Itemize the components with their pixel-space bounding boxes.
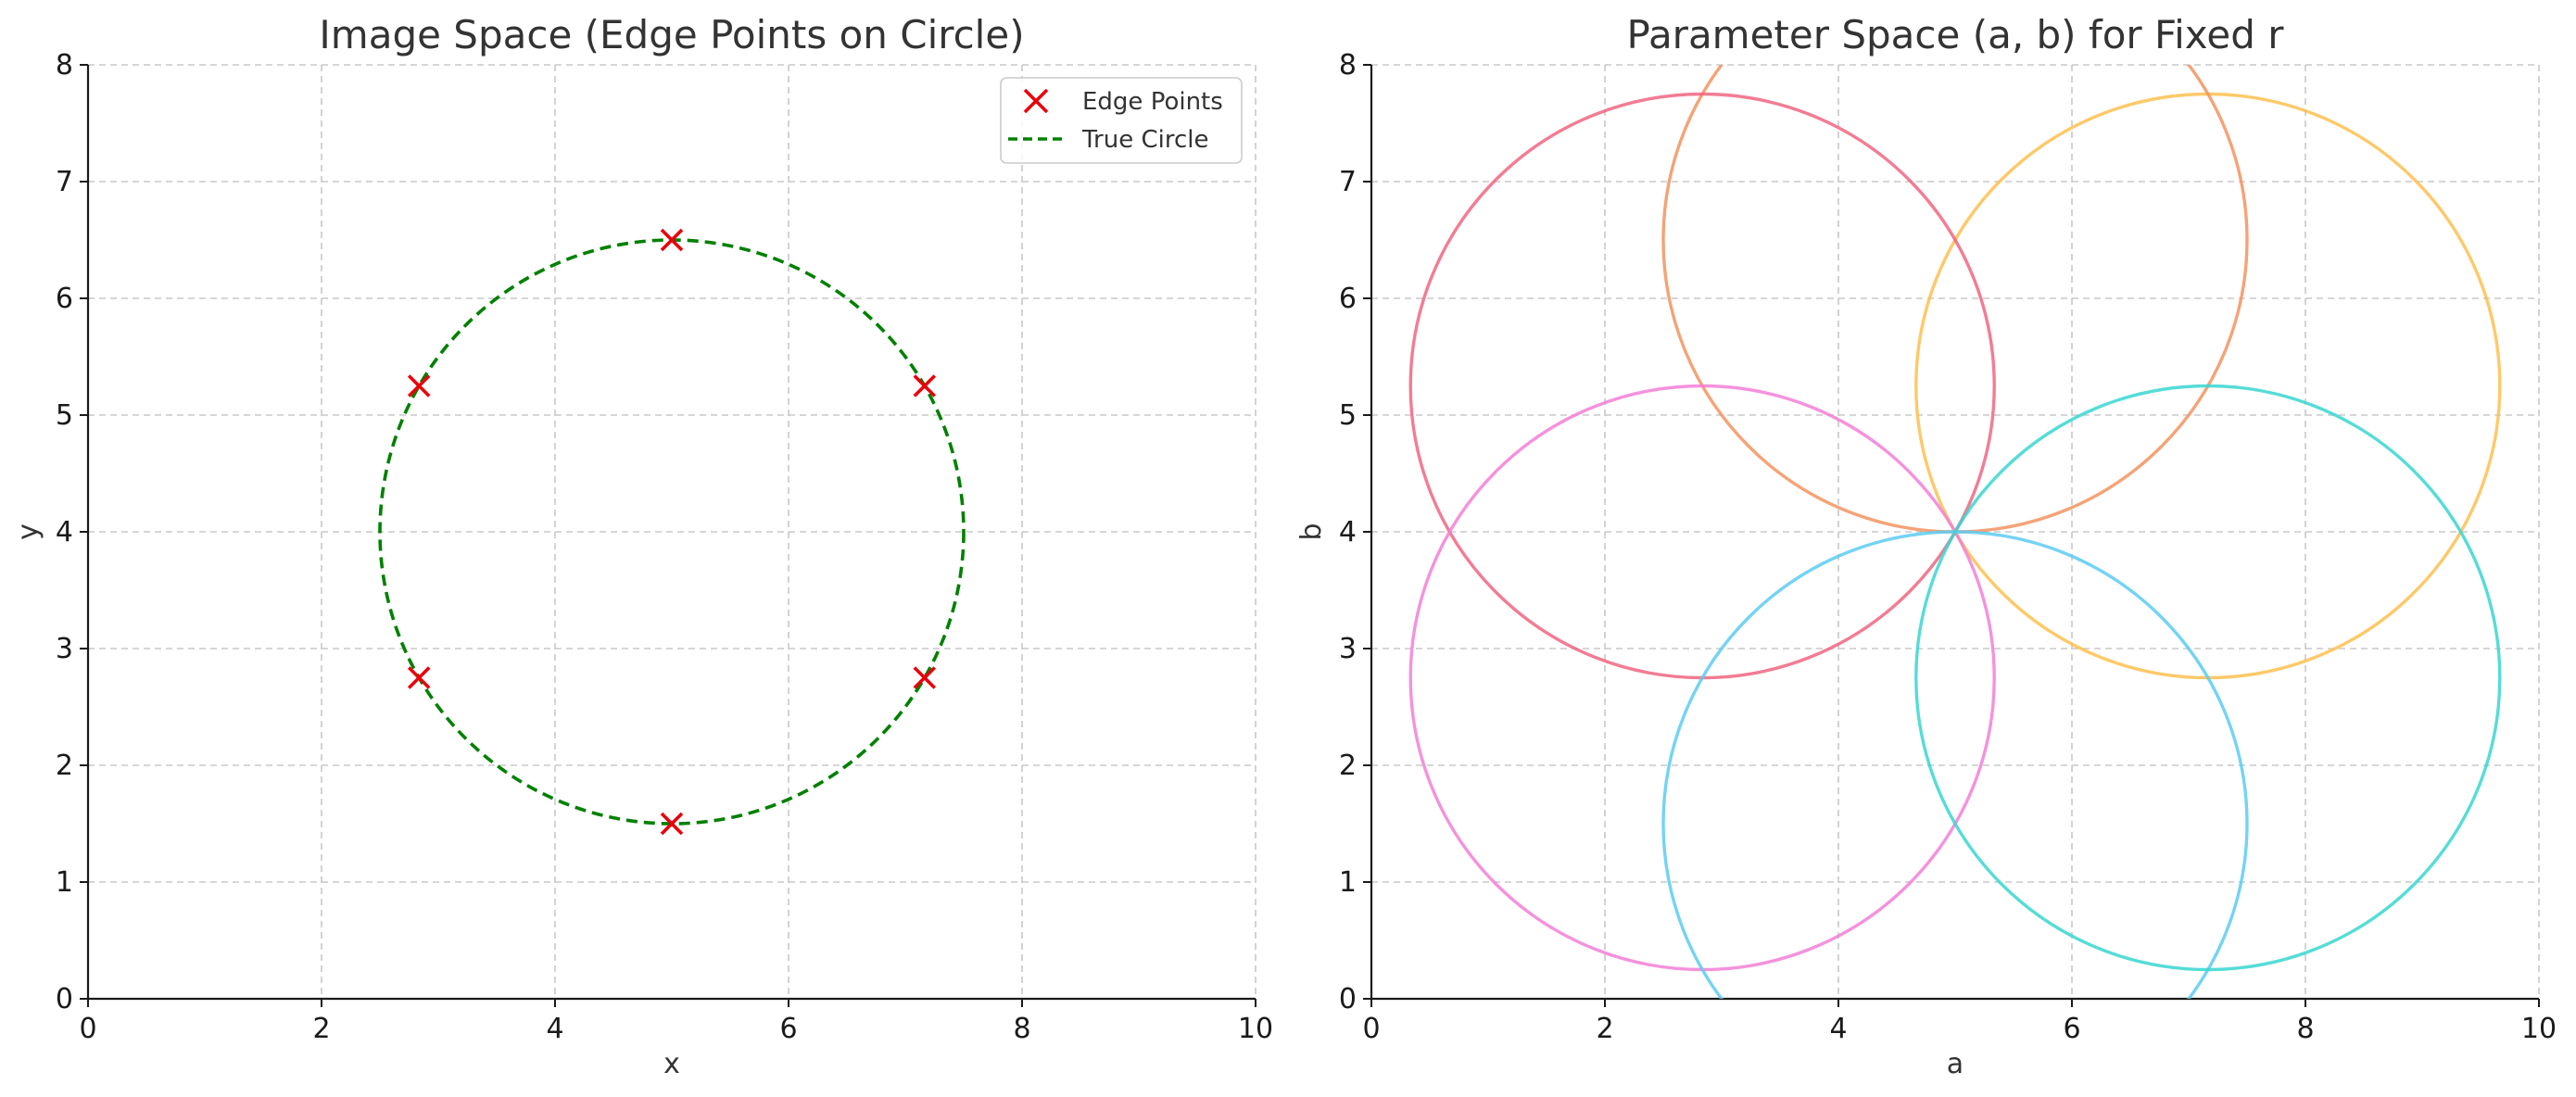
y-tick-label: 3: [1339, 633, 1357, 665]
x-tick-label: 4: [1829, 1013, 1847, 1045]
y-tick-label: 4: [1339, 516, 1357, 548]
x-tick-label: 6: [779, 1013, 797, 1045]
y-tick-label: 7: [1339, 166, 1357, 198]
legend: Edge Points True Circle: [1000, 77, 1243, 164]
parameter-space-chart: Parameter Space (a, b) for Fixed r 0 2 4 6 8…: [1295, 12, 2557, 1080]
y-tick-label: 6: [1339, 283, 1357, 315]
image-space-chart: Image Space (Edge Points on Circle) 0 2 4 6…: [12, 12, 1273, 1080]
x-tick-label: 8: [1013, 1013, 1030, 1045]
edge-point-marker: [407, 374, 431, 397]
grid: [87, 64, 1256, 1000]
y-axis-label: b: [1295, 523, 1328, 540]
x-tick-label: 4: [546, 1013, 563, 1045]
x-tick-label: 0: [1362, 1013, 1380, 1045]
y-tick-label: 8: [56, 49, 73, 82]
ticks: 0 2 4 6 8 10 0 1 2 3 4 5 6 7 8: [1339, 49, 2557, 1045]
ticks: 0 2 4 6 8 10 0 1 2 3 4 5 6 7 8: [56, 49, 1273, 1045]
y-tick-label: 0: [1339, 983, 1357, 1015]
legend-box: [1000, 77, 1243, 164]
plot-area: [378, 228, 966, 836]
grid: [1370, 64, 2540, 1000]
y-tick-label: 8: [1339, 49, 1357, 82]
plot-area: [1408, 65, 2502, 999]
y-tick-label: 4: [56, 516, 73, 548]
y-tick-label: 2: [1339, 750, 1357, 782]
y-axis-label: y: [12, 523, 44, 540]
x-tick-label: 10: [1238, 1013, 1273, 1045]
edge-point-marker: [913, 666, 937, 689]
parameter-circle-6: [1914, 384, 2502, 972]
x-axis-label: a: [1947, 1048, 1964, 1080]
y-tick-label: 1: [56, 866, 73, 899]
legend-marker-edge-points: [1023, 88, 1049, 114]
x-axis-label: x: [663, 1048, 680, 1080]
y-tick-label: 2: [56, 750, 73, 782]
y-tick-label: 0: [56, 983, 73, 1015]
x-tick-label: 6: [2063, 1013, 2080, 1045]
legend-label-true-circle: True Circle: [1081, 126, 1209, 154]
edge-point-marker: [660, 228, 684, 252]
y-tick-label: 6: [56, 283, 73, 315]
y-tick-label: 1: [1339, 866, 1357, 899]
y-tick-label: 5: [1339, 399, 1357, 432]
y-tick-label: 3: [56, 633, 73, 665]
x-tick-label: 2: [312, 1013, 330, 1045]
y-tick-label: 5: [56, 399, 73, 432]
parameter-circle-2: [1661, 65, 2249, 534]
chart-title: Image Space (Edge Points on Circle): [319, 12, 1024, 57]
chart-title: Parameter Space (a, b) for Fixed r: [1627, 12, 2285, 57]
x-tick-label: 10: [2521, 1013, 2557, 1045]
legend-label-edge-points: Edge Points: [1082, 88, 1223, 116]
edge-point-marker: [407, 666, 431, 689]
edge-point-marker: [660, 812, 684, 836]
x-tick-label: 8: [2296, 1013, 2314, 1045]
edge-point-marker: [913, 374, 937, 397]
x-tick-label: 2: [1596, 1013, 1613, 1045]
parameter-circle-5: [1661, 530, 2249, 999]
x-tick-label: 0: [79, 1013, 96, 1045]
y-tick-label: 7: [56, 166, 73, 198]
